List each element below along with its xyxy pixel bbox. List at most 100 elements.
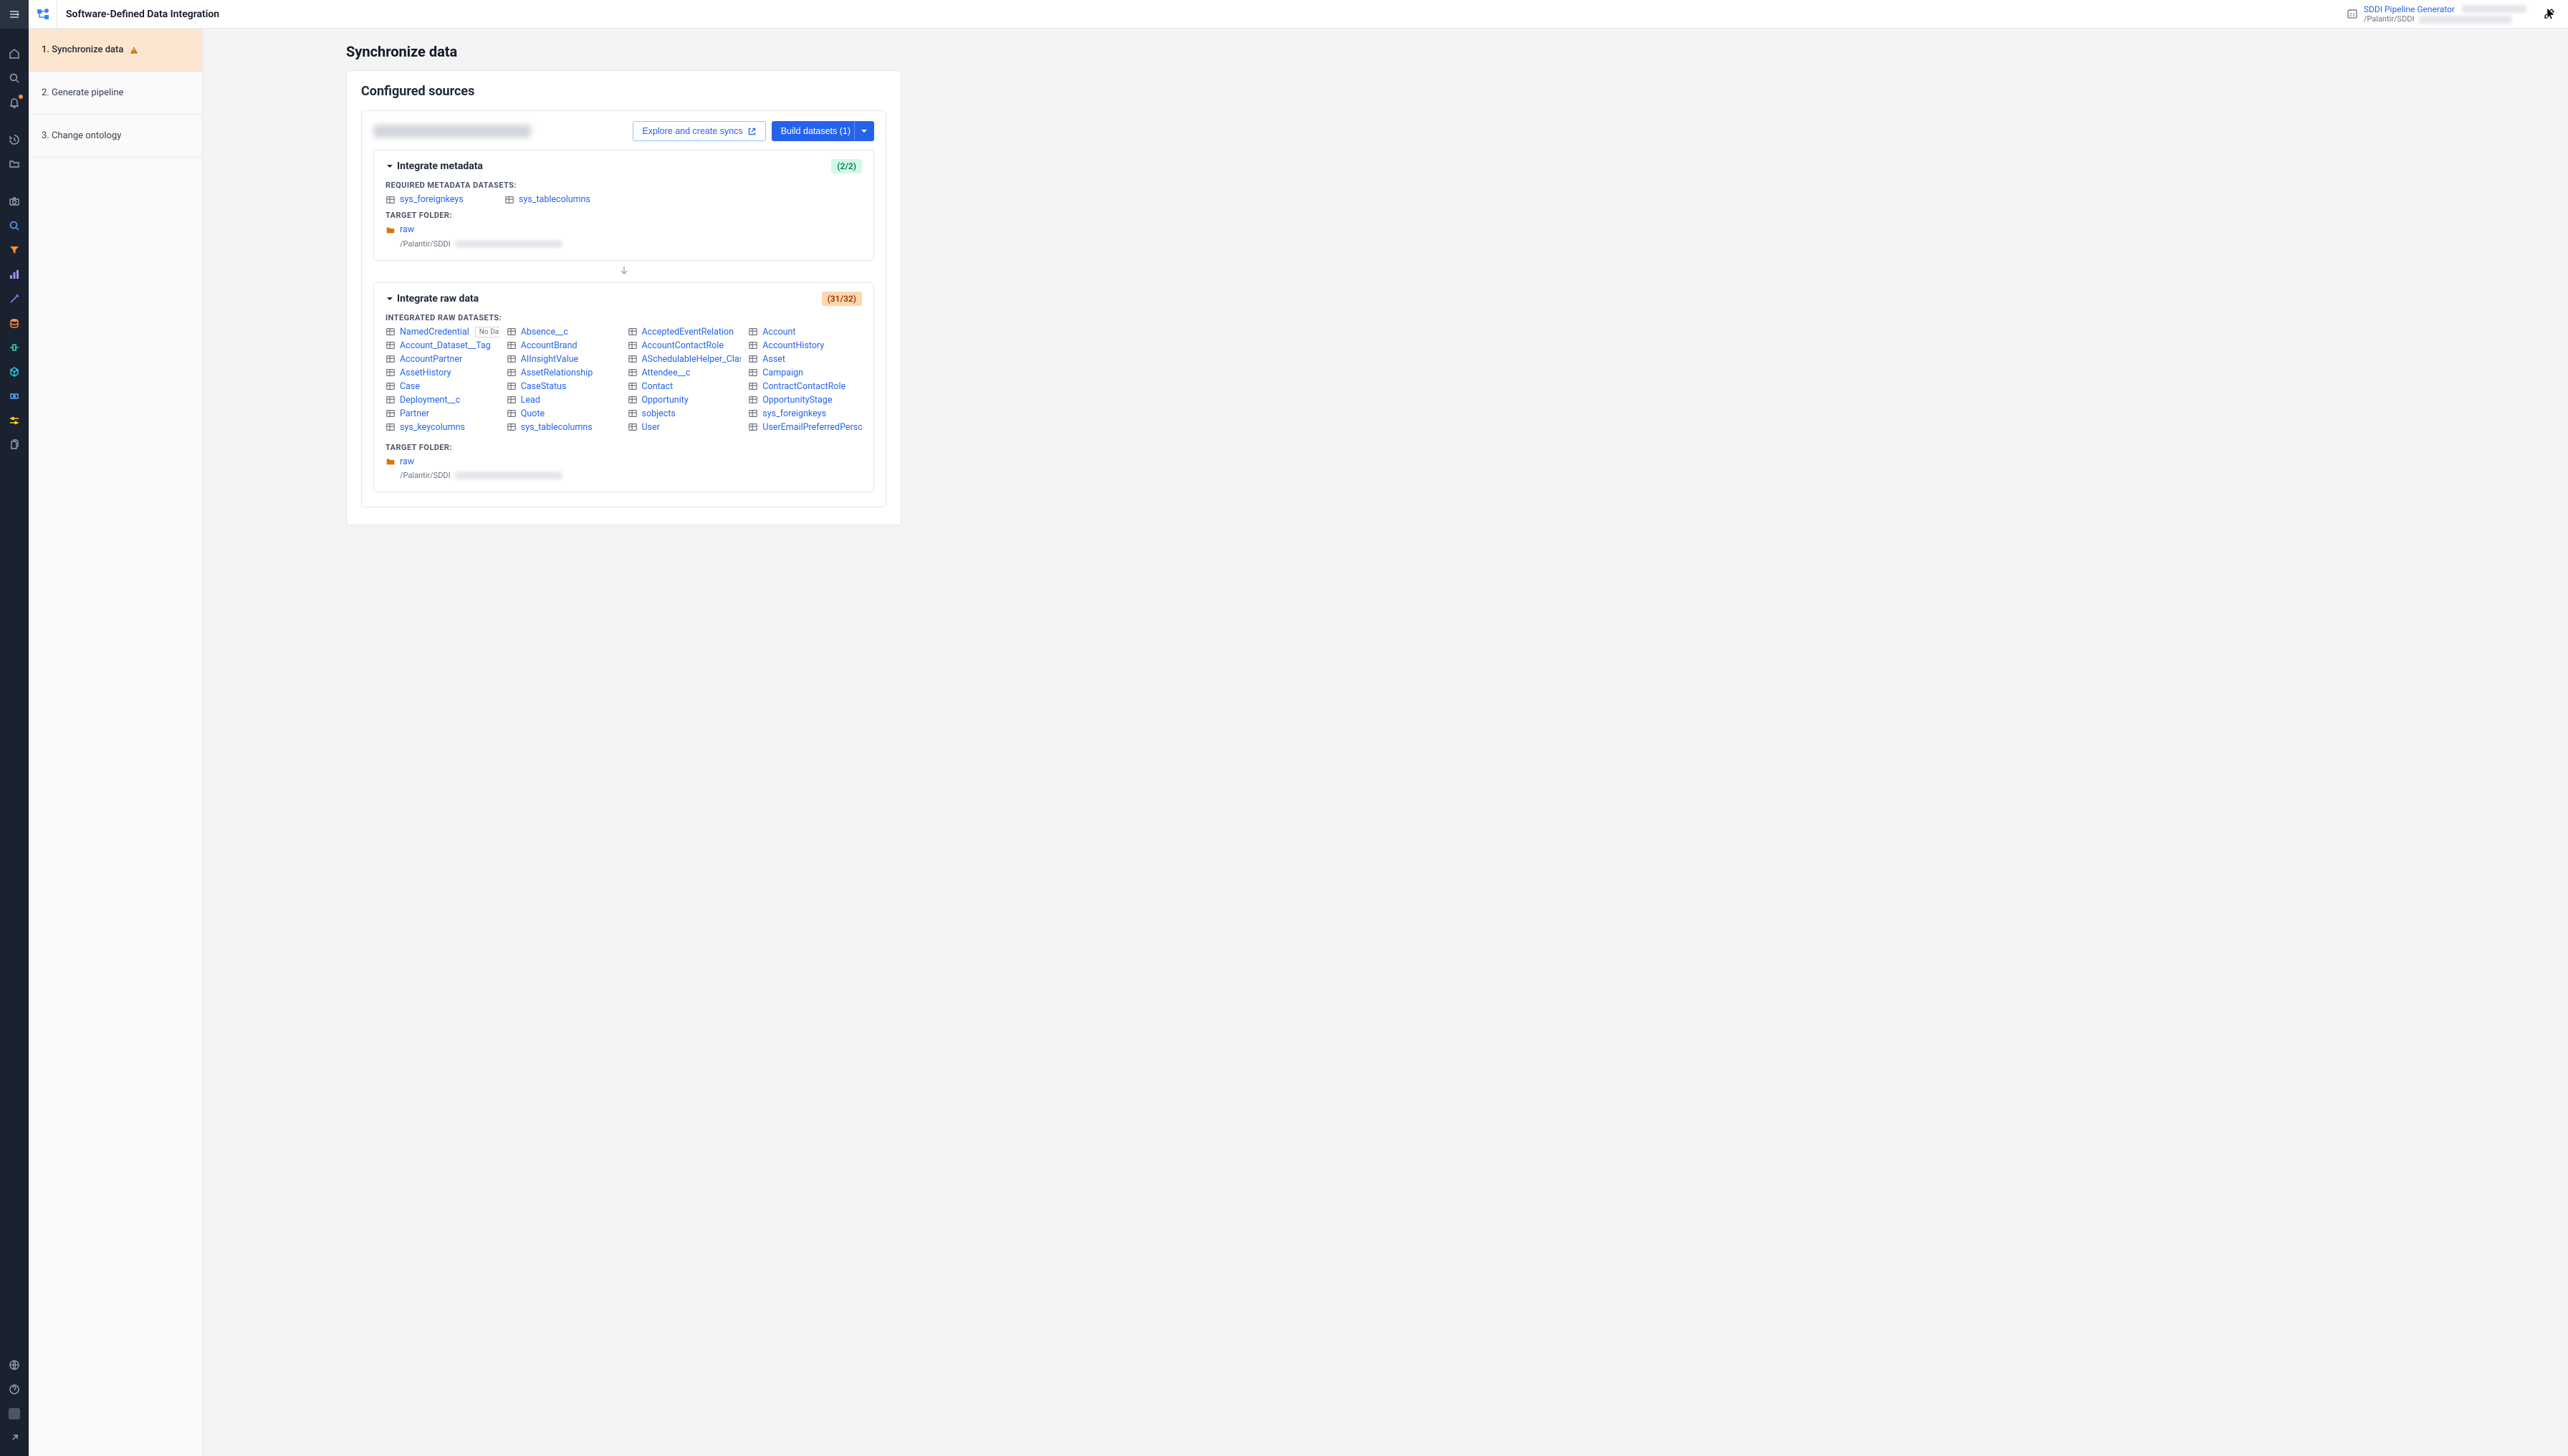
section-title-toggle[interactable]: Integrate metadata — [385, 161, 483, 172]
card-title: Configured sources — [361, 84, 886, 99]
dataset-link[interactable]: Quote — [507, 408, 621, 419]
app-title: Software-Defined Data Integration — [66, 9, 219, 20]
dataset-link[interactable]: Partner — [385, 408, 499, 419]
dataset-link[interactable]: AccountContactRole — [628, 340, 742, 351]
dataset-link[interactable]: AccountBrand — [507, 340, 621, 351]
dataset-link[interactable]: sys_tablecolumns — [507, 422, 621, 433]
blurred-text — [455, 240, 562, 248]
slider-icon[interactable] — [0, 408, 29, 433]
edit-pen-icon[interactable] — [2544, 8, 2555, 19]
warning-icon — [129, 45, 139, 55]
dataset-link[interactable]: sobjects — [628, 408, 742, 419]
dataset-link[interactable]: Asset — [748, 354, 862, 365]
pipeline-icon[interactable] — [0, 335, 29, 360]
history-icon[interactable] — [0, 128, 29, 152]
dataset-link[interactable]: ASchedulableHelper_Class__Ta — [628, 354, 742, 365]
chart-icon[interactable] — [0, 262, 29, 287]
dataset-link[interactable]: Campaign — [748, 368, 862, 378]
page-title: Synchronize data — [346, 43, 2548, 60]
menu-toggle-icon[interactable] — [0, 0, 29, 29]
dataset-link[interactable]: Contact — [628, 381, 742, 392]
topbar-right: SDDI Pipeline Generator /Palantir/SDDI — [2347, 4, 2559, 24]
dataset-link[interactable]: ContractContactRole — [748, 381, 862, 392]
dataset-link[interactable]: AssetHistory — [385, 368, 499, 378]
dataset-link[interactable]: AccountPartner — [385, 354, 499, 365]
metadata-datasets-row: sys_foreignkeys sys_tablecolumns — [385, 194, 862, 205]
chevron-down-icon — [861, 128, 868, 135]
dataset-link[interactable]: Opportunity — [628, 395, 742, 406]
dataset-link[interactable]: AssetRelationship — [507, 368, 621, 378]
dataset-link[interactable]: UserEmailPreferredPerson — [748, 422, 862, 433]
dataset-link[interactable]: Absence__c — [507, 327, 621, 337]
folder-icon[interactable] — [0, 152, 29, 176]
search-icon[interactable] — [0, 66, 29, 90]
folder-icon — [385, 456, 396, 466]
target-folder-label: TARGET FOLDER: — [385, 443, 862, 452]
blurred-text — [455, 471, 562, 479]
nodata-tag: No Data — [475, 327, 499, 337]
dataset-link[interactable]: AccountHistory — [748, 340, 862, 351]
step-label: 1. Synchronize data — [42, 44, 123, 55]
wand-icon[interactable] — [0, 287, 29, 311]
dataset-link[interactable]: sys_foreignkeys — [748, 408, 862, 419]
folder-icon — [385, 225, 396, 235]
dataset-link[interactable]: Deployment__c — [385, 395, 499, 406]
help-icon[interactable] — [0, 1377, 29, 1402]
home-icon[interactable] — [0, 42, 29, 66]
body-split: 1. Synchronize data 2. Generate pipeline… — [29, 29, 2568, 1456]
required-datasets-label: REQUIRED METADATA DATASETS: — [385, 181, 862, 190]
blurred-source-name — [373, 125, 531, 138]
app-logo-icon[interactable] — [29, 0, 57, 29]
external-link-icon — [747, 127, 757, 136]
dataset-link[interactable]: Case — [385, 381, 499, 392]
files-icon[interactable] — [0, 433, 29, 457]
expand-icon[interactable] — [0, 1426, 29, 1450]
source-box: Explore and create syncs Build datasets … — [361, 110, 886, 507]
dataset-link[interactable]: Lead — [507, 395, 621, 406]
step-label: 2. Generate pipeline — [42, 87, 123, 98]
chevron-down-icon — [385, 294, 394, 303]
database-icon[interactable] — [0, 311, 29, 335]
build-datasets-dropdown[interactable] — [854, 121, 874, 141]
notifications-icon[interactable] — [0, 90, 29, 115]
explore-button[interactable]: Explore and create syncs — [633, 121, 765, 141]
arrow-divider — [373, 261, 874, 282]
section-title-toggle[interactable]: Integrate raw data — [385, 293, 479, 305]
dataset-link[interactable]: sys_foreignkeys — [385, 194, 493, 205]
folder-link[interactable]: raw — [385, 456, 414, 467]
dataset-link[interactable]: AIInsightValue — [507, 354, 621, 365]
cube-icon[interactable] — [0, 360, 29, 384]
filter-icon[interactable] — [0, 238, 29, 262]
zoom-search-icon[interactable] — [0, 214, 29, 238]
content-area: Synchronize data Configured sources Expl… — [203, 29, 2568, 1456]
target-folder-label: TARGET FOLDER: — [385, 211, 862, 220]
dataset-link[interactable]: sys_tablecolumns — [504, 194, 612, 205]
user-avatar[interactable] — [0, 1402, 29, 1426]
dataset-link[interactable]: NamedCredentialNo Data — [385, 327, 499, 337]
step-ontology[interactable]: 3. Change ontology — [29, 115, 202, 158]
blurred-text — [2462, 5, 2526, 13]
dataset-link[interactable]: User — [628, 422, 742, 433]
dataset-link[interactable]: AcceptedEventRelation — [628, 327, 742, 337]
step-synchronize[interactable]: 1. Synchronize data — [29, 29, 202, 72]
globe-icon[interactable] — [0, 1353, 29, 1377]
folder-path: /Palantir/SDDI — [400, 239, 451, 249]
step-generate[interactable]: 2. Generate pipeline — [29, 72, 202, 115]
integration-icon[interactable] — [0, 384, 29, 408]
dataset-link[interactable]: Account_Dataset__Tag — [385, 340, 499, 351]
dataset-link[interactable]: CaseStatus — [507, 381, 621, 392]
dataset-link[interactable]: OpportunityStage — [748, 395, 862, 406]
dataset-link[interactable]: Attendee__c — [628, 368, 742, 378]
build-datasets-button[interactable]: Build datasets (1) — [772, 121, 860, 141]
notif-badge-dot — [19, 95, 23, 99]
generator-path: /Palantir/SDDI — [2364, 14, 2415, 24]
folder-path: /Palantir/SDDI — [400, 471, 451, 480]
folder-link[interactable]: raw — [385, 224, 414, 235]
main-area: Software-Defined Data Integration SDDI P… — [29, 0, 2568, 1456]
dataset-link[interactable]: Account — [748, 327, 862, 337]
camera-icon[interactable] — [0, 189, 29, 214]
dataset-link[interactable]: sys_keycolumns — [385, 422, 499, 433]
generator-link[interactable]: SDDI Pipeline Generator — [2364, 4, 2455, 14]
step-label: 3. Change ontology — [42, 130, 121, 141]
app-root: Software-Defined Data Integration SDDI P… — [0, 0, 2568, 1456]
